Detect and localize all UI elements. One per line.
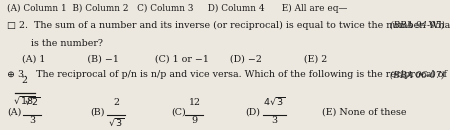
Text: (E) None of these: (E) None of these (322, 107, 406, 116)
Text: is the number?: is the number? (7, 39, 103, 48)
Text: ⊕ 3.   The reciprocal of p/n is n/p and vice versa. Which of the following is th: ⊕ 3. The reciprocal of p/n is n/p and vi… (7, 70, 447, 79)
Text: $\sqrt{3}$: $\sqrt{3}$ (108, 116, 124, 128)
Text: 9: 9 (191, 116, 198, 125)
Text: (B): (B) (90, 107, 104, 116)
Text: 3: 3 (271, 116, 278, 125)
Text: $\sqrt{18}$: $\sqrt{18}$ (14, 94, 36, 106)
Text: 2: 2 (22, 76, 28, 85)
Text: 12: 12 (189, 98, 200, 107)
Text: $4\sqrt{3}$: $4\sqrt{3}$ (263, 96, 286, 107)
Text: (C): (C) (171, 107, 186, 116)
Text: 3: 3 (29, 116, 36, 125)
Text: (A) 1              (B) −1            (C) 1 or −1       (D) −2              (E) 2: (A) 1 (B) −1 (C) 1 or −1 (D) −2 (E) 2 (7, 55, 327, 64)
Text: (A): (A) (7, 107, 21, 116)
Text: 2: 2 (113, 98, 119, 107)
Text: □ 2.  The sum of a number and its inverse (or reciprocal) is equal to twice the : □ 2. The sum of a number and its inverse… (7, 21, 450, 30)
Text: $\sqrt{2}$: $\sqrt{2}$ (24, 96, 40, 107)
Text: (A) Column 1  B) Column 2   C) Column 3     D) Column 4      E) All are eq—: (A) Column 1 B) Column 2 C) Column 3 D) … (7, 4, 347, 13)
Text: (BBA 94-95): (BBA 94-95) (390, 21, 445, 30)
Text: (BBA 06-07): (BBA 06-07) (390, 70, 445, 79)
Text: (D): (D) (245, 107, 260, 116)
